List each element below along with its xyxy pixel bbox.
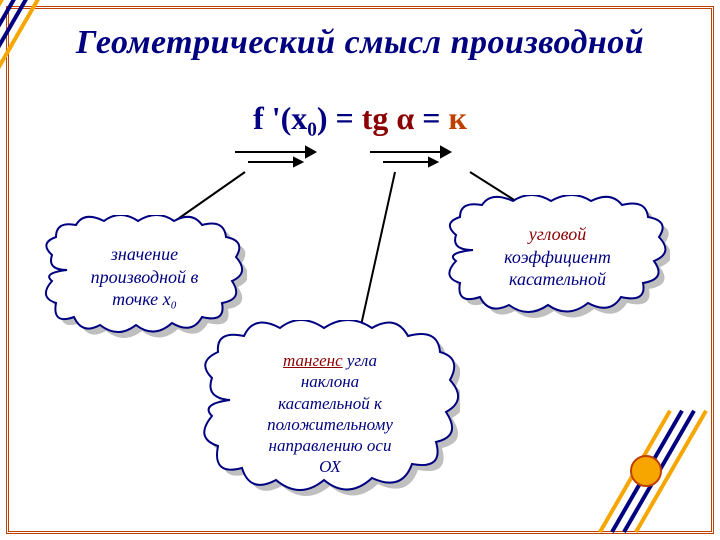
- formula-eq2: =: [414, 100, 448, 136]
- cloud-bottom-l6: ОХ: [319, 457, 341, 476]
- cloud-right-line3: касательной: [509, 269, 606, 289]
- formula: f '(х₀) = tg α = к: [0, 100, 720, 137]
- cloud-bottom-l5: направлению оси: [269, 436, 392, 455]
- cloud-right: угловой коэффициент касательной: [445, 195, 670, 330]
- cloud-bottom-l3: касательной к: [278, 394, 382, 413]
- cloud-bottom-l1b: угла: [347, 351, 377, 370]
- cloud-bottom: тангенс угла наклона касательной к полож…: [200, 320, 460, 515]
- cloud-bottom-l2: наклона: [301, 372, 359, 391]
- cloud-left-text: значениепроизводной вточке х₀: [91, 244, 199, 309]
- formula-tg: tg α: [362, 100, 415, 136]
- cloud-right-line1: угловой: [529, 224, 586, 244]
- cloud-bottom-l4: положительному: [267, 415, 393, 434]
- cloud-right-label: угловой коэффициент касательной: [445, 195, 670, 319]
- slide-title: Геометрический смысл производной: [0, 24, 720, 62]
- cloud-right-line2: коэффициент: [504, 247, 611, 267]
- formula-eq1: =: [328, 100, 362, 136]
- formula-k: к: [449, 100, 467, 136]
- accent-dot: [630, 455, 662, 487]
- cloud-bottom-label: тангенс угла наклона касательной к полож…: [200, 320, 460, 508]
- cloud-bottom-hl: тангенс: [283, 351, 343, 370]
- formula-fprime: f '(х₀): [253, 100, 327, 136]
